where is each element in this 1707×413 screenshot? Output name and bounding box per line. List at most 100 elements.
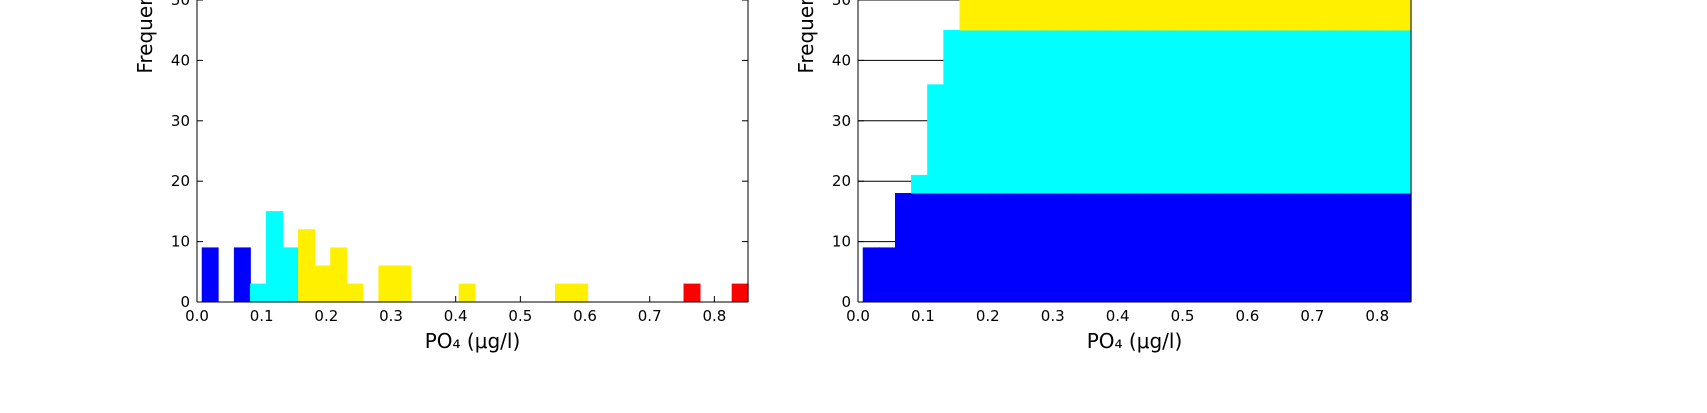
- histogram-bar: [298, 229, 316, 303]
- histogram-bar: [1201, 29, 1219, 194]
- histogram-bar: [862, 247, 880, 303]
- x-tick-label: 0.6: [1236, 307, 1260, 325]
- histogram-bar: [1088, 193, 1106, 303]
- histogram-bar: [1297, 0, 1315, 31]
- histogram-bar: [1330, 29, 1348, 194]
- histogram-bar: [1088, 29, 1106, 194]
- x-tick-label: 0.2: [314, 307, 338, 325]
- x-tick-label: 0.7: [638, 307, 662, 325]
- histogram-bar: [1249, 193, 1267, 303]
- y-tick-label: 20: [171, 172, 190, 190]
- histogram-bar: [458, 283, 476, 303]
- histogram-bar: [346, 283, 364, 303]
- histogram-bar: [1314, 29, 1332, 194]
- x-tick-label: 0.4: [444, 307, 468, 325]
- histogram-bar: [1378, 0, 1396, 31]
- histogram-bar: [1056, 29, 1074, 194]
- histogram-bar: [1120, 0, 1138, 31]
- histogram-bar: [1346, 29, 1364, 194]
- histogram-bar: [1185, 0, 1203, 31]
- histogram-bar: [1394, 0, 1412, 31]
- histogram-bar: [1281, 193, 1299, 303]
- histogram-bar: [1040, 29, 1058, 194]
- histogram-bar: [201, 247, 219, 303]
- histogram-bar: [1007, 29, 1025, 194]
- histogram-bar: [1120, 193, 1138, 303]
- histogram-bar: [1104, 0, 1122, 31]
- histogram-bar: [1217, 29, 1235, 194]
- histogram-bar: [927, 84, 945, 194]
- histogram-bar: [991, 0, 1009, 31]
- histogram-bar: [378, 265, 396, 303]
- histogram-bar: [1040, 0, 1058, 31]
- x-tick-label: 0.8: [1365, 307, 1389, 325]
- histogram-bar: [1233, 29, 1251, 194]
- histogram-bar: [975, 193, 993, 303]
- histogram-bar: [911, 193, 929, 303]
- histogram-bar: [1281, 0, 1299, 31]
- histogram-bar: [330, 247, 348, 303]
- histogram-bar: [1362, 0, 1380, 31]
- histogram-bar: [1152, 0, 1170, 31]
- histogram-bar: [1072, 29, 1090, 194]
- histogram-bar: [1152, 193, 1170, 303]
- histogram-bar: [1023, 193, 1041, 303]
- x-tick-label: 0.5: [1171, 307, 1195, 325]
- histogram-bar: [1185, 193, 1203, 303]
- histogram-bar: [731, 283, 749, 303]
- histogram-bar: [1201, 193, 1219, 303]
- histogram-bar: [555, 283, 573, 303]
- x-tick-label: 0.3: [1041, 307, 1065, 325]
- histogram-bar: [1168, 193, 1187, 303]
- histogram-bar: [1233, 193, 1251, 303]
- histogram-bar: [1217, 193, 1235, 303]
- histogram-bar: [1297, 193, 1315, 303]
- histogram-bar: [911, 174, 929, 194]
- histogram-bar: [1281, 29, 1299, 194]
- histogram-bar: [959, 0, 977, 31]
- y-tick-label: 30: [832, 112, 851, 130]
- y-axis-label: Frequency: [794, 0, 818, 74]
- histogram-bar: [895, 193, 913, 303]
- histogram-bar: [1378, 193, 1396, 303]
- x-tick-label: 0.2: [976, 307, 1000, 325]
- y-axis-label: Frequency: [133, 0, 157, 74]
- histogram-bar: [1023, 0, 1041, 31]
- histogram-panel: 0 10 20 30 40 50 0.0 0.1 0.2 0.3 0.4 0.5 0.6 0.7 0.8 PO…: [133, 0, 749, 353]
- histogram-bar: [1330, 193, 1348, 303]
- histogram-bar: [943, 193, 961, 303]
- histogram-bar: [959, 193, 977, 303]
- histogram-bar: [233, 247, 251, 303]
- histogram-bar: [314, 265, 332, 303]
- histogram-bar: [1072, 193, 1090, 303]
- histogram-bar: [1136, 193, 1154, 303]
- histogram-bar: [1249, 0, 1267, 31]
- histogram-bar: [975, 0, 993, 31]
- histogram-bar: [1104, 29, 1122, 194]
- histogram-bar: [1265, 0, 1283, 31]
- histogram-bar: [1394, 29, 1412, 194]
- y-tick-label: 30: [171, 112, 190, 130]
- histogram-bar: [1136, 29, 1154, 194]
- histogram-bar: [1346, 0, 1364, 31]
- histogram-bar: [683, 283, 701, 303]
- histogram-bar: [1007, 193, 1025, 303]
- x-tick-label: 0.7: [1300, 307, 1324, 325]
- histogram-bar: [1168, 0, 1187, 31]
- histogram-bar: [1378, 29, 1396, 194]
- histogram-bar: [265, 211, 283, 303]
- histogram-bar: [1233, 0, 1251, 31]
- y-tick-label: 40: [832, 51, 851, 69]
- histogram-bar: [1265, 29, 1283, 194]
- histogram-bar: [1362, 29, 1380, 194]
- histogram-bar: [943, 29, 961, 194]
- y-tick-label: 0: [180, 293, 190, 311]
- histogram-bar: [1104, 193, 1122, 303]
- histogram-bar: [1056, 193, 1074, 303]
- histogram-bar: [991, 29, 1009, 194]
- x-tick-label: 0.1: [911, 307, 935, 325]
- histogram-bar: [1265, 193, 1283, 303]
- y-tick-label: 50: [832, 0, 851, 9]
- x-tick-label: 0.0: [846, 307, 870, 325]
